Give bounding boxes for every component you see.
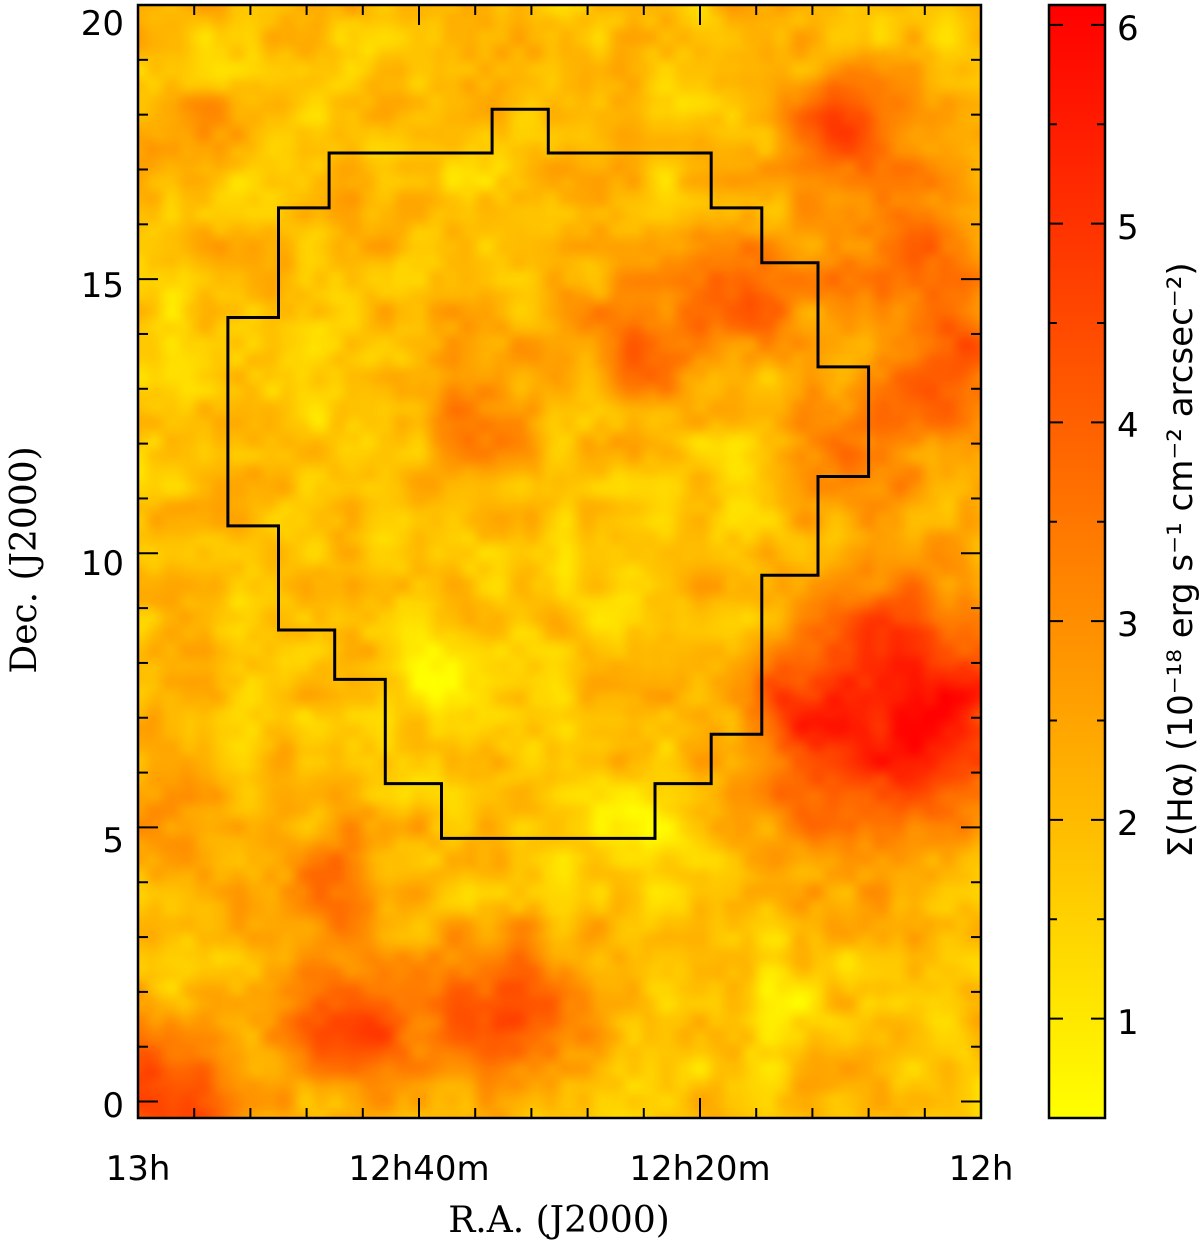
colorbar-tick-label-4: 4 bbox=[1117, 406, 1139, 446]
y-tick-label-10: 10 bbox=[81, 544, 124, 584]
colorbar-tick-label-3: 3 bbox=[1117, 605, 1139, 645]
colorbar-label: Σ(Hα) (10⁻¹⁸ erg s⁻¹ cm⁻² arcsec⁻²) bbox=[1161, 262, 1200, 857]
footprint-outline bbox=[226, 107, 871, 840]
heatmap-image bbox=[138, 5, 981, 1118]
colorbar-tick-label-5: 5 bbox=[1117, 208, 1139, 248]
x-tick-label-12h20m: 12h20m bbox=[629, 1149, 770, 1189]
x-tick-label-12h: 12h bbox=[949, 1149, 1014, 1189]
x-ticks bbox=[137, 5, 982, 1118]
y-tick-label-5: 5 bbox=[102, 821, 124, 861]
y-axis-label: Dec. (J2000) bbox=[4, 446, 45, 673]
colorbar-tick-label-2: 2 bbox=[1117, 804, 1139, 844]
y-tick-label-15: 15 bbox=[81, 266, 124, 306]
x-tick-label-13h: 13h bbox=[106, 1149, 171, 1189]
x-tick-label-12h40m: 12h40m bbox=[348, 1149, 489, 1189]
x-axis-label: R.A. (J2000) bbox=[448, 1200, 670, 1241]
plot-frame bbox=[136, 3, 983, 1120]
y-tick-label-20: 20 bbox=[81, 4, 124, 44]
colorbar-ticks bbox=[1049, 23, 1105, 1020]
heatmap-raster bbox=[138, 5, 981, 1118]
colorbar bbox=[1047, 3, 1107, 1120]
y-ticks bbox=[138, 4, 981, 1103]
colorbar-tick-label-6: 6 bbox=[1117, 9, 1139, 49]
y-tick-label-0: 0 bbox=[102, 1086, 124, 1126]
colorbar-tick-label-1: 1 bbox=[1117, 1003, 1139, 1043]
